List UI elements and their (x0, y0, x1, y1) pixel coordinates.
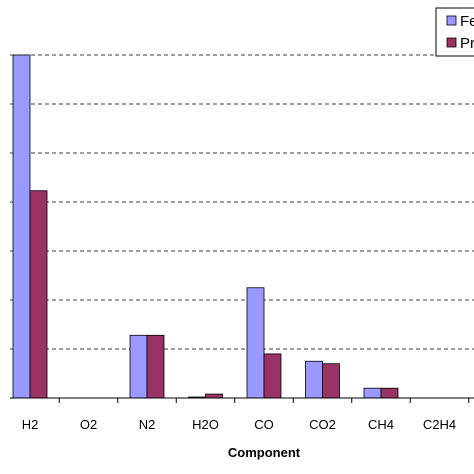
bar-pr-co2 (322, 363, 340, 399)
bar-fe-co (246, 287, 265, 399)
x-tick-label: CH4 (368, 417, 394, 432)
legend-swatch-pr (446, 37, 457, 48)
bar-pr-co (263, 353, 282, 399)
x-tick-label: H2O (192, 417, 219, 432)
legend-label-pr: Pr (460, 35, 474, 52)
bar-fe-co2 (305, 360, 323, 399)
x-tick-labels: H2 O2 N2 H2O CO CO2 CH4 C2H4 (22, 417, 456, 432)
legend: Fe Pr (435, 7, 474, 57)
legend-label-fe: Fe (460, 13, 474, 30)
bar-pr-h2o (205, 393, 223, 399)
x-tick-label: CO (254, 417, 274, 432)
x-tick-label: CO2 (309, 417, 336, 432)
bar-pr-h2 (29, 190, 48, 399)
bar-fe-h2 (12, 54, 31, 399)
x-tick-label: C2H4 (423, 417, 456, 432)
legend-swatch-fe (446, 15, 457, 26)
gridlines (10, 54, 474, 350)
x-tick-label: H2 (22, 417, 39, 432)
bar-fe-ch4 (363, 387, 382, 399)
bar-fe-n2 (129, 334, 148, 399)
x-tick-label: O2 (80, 417, 97, 432)
bar-pr-ch4 (380, 387, 399, 399)
x-axis-title: Component (228, 445, 301, 460)
bar-pr-n2 (146, 334, 165, 399)
x-tick-marks (58, 398, 470, 403)
x-tick-label: N2 (139, 417, 156, 432)
bars (12, 54, 399, 399)
